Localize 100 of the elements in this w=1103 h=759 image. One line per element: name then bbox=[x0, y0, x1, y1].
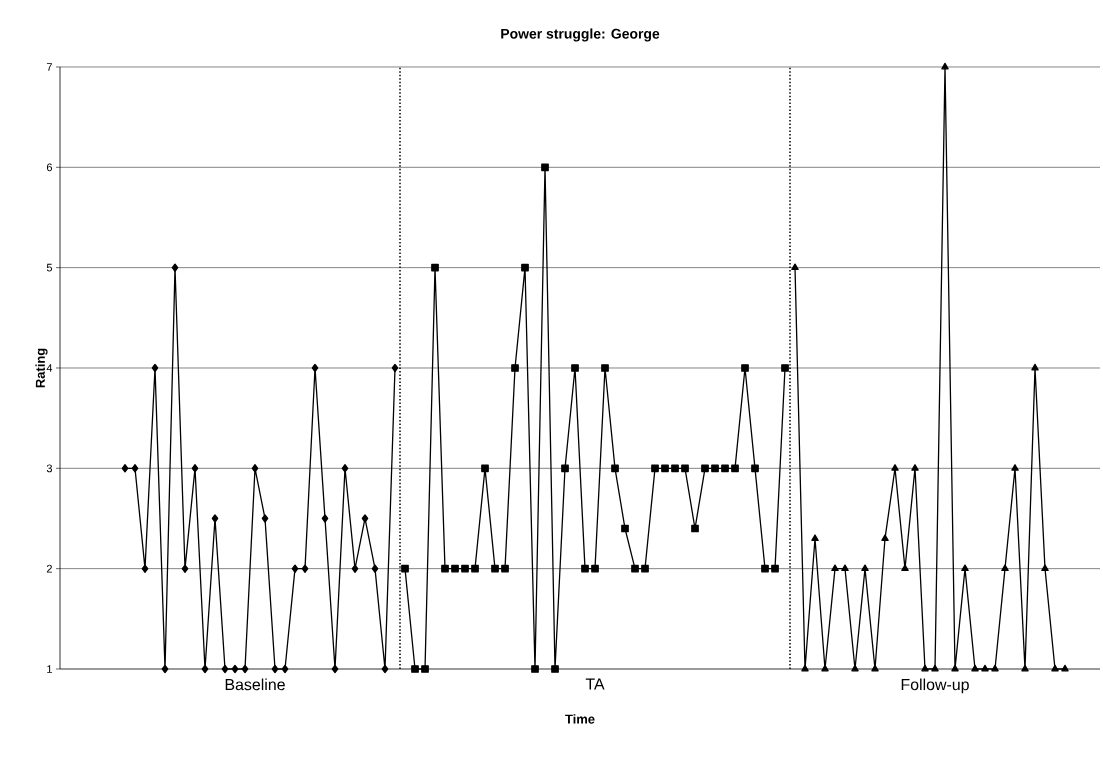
point bbox=[501, 564, 509, 573]
point bbox=[1021, 664, 1029, 672]
x-tick-label: Follow-up bbox=[901, 678, 969, 694]
point bbox=[391, 363, 399, 373]
point bbox=[581, 564, 589, 573]
point bbox=[411, 665, 419, 673]
point bbox=[121, 464, 129, 473]
x-tick-label: TA bbox=[585, 678, 605, 690]
point bbox=[181, 564, 189, 573]
point bbox=[741, 364, 749, 372]
point bbox=[251, 464, 259, 473]
point bbox=[131, 464, 139, 473]
point bbox=[621, 524, 629, 533]
point bbox=[591, 564, 599, 573]
point bbox=[981, 664, 989, 672]
point bbox=[841, 564, 849, 572]
point bbox=[881, 534, 889, 541]
y-tick-label: 7 bbox=[46, 63, 52, 71]
point bbox=[311, 363, 319, 373]
point bbox=[991, 664, 999, 672]
point bbox=[771, 564, 779, 573]
point bbox=[711, 464, 719, 473]
y-tick-label: 5 bbox=[46, 263, 53, 272]
point bbox=[241, 664, 249, 674]
point bbox=[491, 564, 499, 573]
point bbox=[211, 514, 219, 523]
point bbox=[1051, 664, 1059, 672]
point bbox=[171, 263, 179, 272]
point bbox=[1031, 363, 1039, 371]
point bbox=[341, 464, 349, 473]
point bbox=[891, 464, 899, 471]
point bbox=[671, 464, 679, 473]
point bbox=[151, 363, 159, 373]
point bbox=[571, 364, 579, 372]
point bbox=[531, 665, 539, 673]
point bbox=[351, 564, 359, 573]
point bbox=[751, 464, 759, 473]
point bbox=[1001, 564, 1009, 572]
y-axis-title: Rating bbox=[35, 348, 48, 388]
point bbox=[1011, 464, 1019, 471]
y-tick-label: 6 bbox=[46, 163, 52, 172]
point bbox=[1041, 564, 1049, 572]
point bbox=[161, 664, 169, 674]
point bbox=[681, 464, 689, 473]
point bbox=[931, 664, 939, 672]
point bbox=[651, 464, 659, 473]
point bbox=[321, 514, 329, 523]
point bbox=[471, 564, 479, 573]
point bbox=[291, 564, 299, 573]
point bbox=[551, 665, 559, 673]
point bbox=[401, 564, 409, 573]
point bbox=[911, 464, 919, 471]
point bbox=[461, 564, 469, 573]
point bbox=[861, 564, 869, 572]
point bbox=[761, 564, 769, 573]
point bbox=[271, 664, 279, 674]
point bbox=[381, 664, 389, 674]
point bbox=[441, 564, 449, 573]
point bbox=[731, 464, 739, 473]
point bbox=[361, 514, 369, 523]
point bbox=[371, 564, 379, 573]
point bbox=[721, 464, 729, 473]
point bbox=[661, 464, 669, 473]
point bbox=[281, 664, 289, 674]
point bbox=[971, 664, 979, 672]
y-tick-label: 2 bbox=[46, 564, 52, 573]
point bbox=[801, 664, 809, 672]
point bbox=[141, 564, 149, 573]
point bbox=[421, 665, 429, 673]
point bbox=[901, 564, 909, 572]
y-tick-label: 4 bbox=[46, 364, 53, 372]
point bbox=[641, 564, 649, 573]
point bbox=[451, 564, 459, 573]
point bbox=[611, 464, 619, 473]
point bbox=[961, 564, 969, 572]
x-tick-label: Baseline bbox=[225, 678, 285, 691]
point bbox=[871, 664, 879, 672]
y-tick-label: 1 bbox=[47, 665, 52, 673]
point bbox=[561, 464, 569, 473]
point bbox=[701, 464, 709, 473]
y-tick-label: 3 bbox=[46, 464, 52, 473]
point bbox=[541, 163, 549, 172]
point bbox=[431, 263, 439, 272]
point bbox=[331, 664, 339, 674]
x-axis-title: Time bbox=[565, 714, 595, 724]
point bbox=[601, 364, 609, 372]
point bbox=[811, 534, 819, 541]
point bbox=[301, 564, 309, 573]
point bbox=[941, 62, 949, 70]
point bbox=[521, 263, 529, 272]
point bbox=[921, 664, 929, 672]
point bbox=[781, 364, 789, 372]
point bbox=[691, 524, 699, 533]
point bbox=[191, 464, 199, 473]
point bbox=[201, 664, 209, 674]
point bbox=[821, 664, 829, 672]
point bbox=[631, 564, 639, 573]
point bbox=[221, 664, 229, 674]
point bbox=[231, 664, 239, 674]
point bbox=[481, 464, 489, 473]
